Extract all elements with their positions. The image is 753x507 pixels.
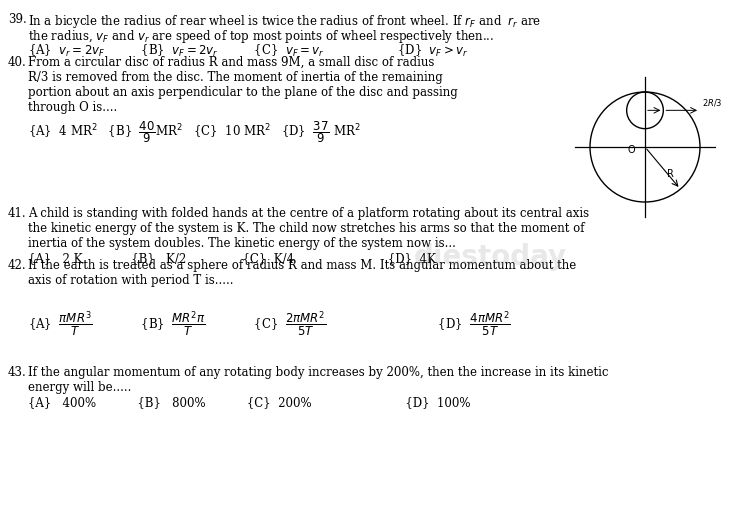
Text: R: R <box>666 169 673 179</box>
Text: inertia of the system doubles. The kinetic energy of the system now is...: inertia of the system doubles. The kinet… <box>28 237 456 250</box>
Text: {A}  $\dfrac{\pi MR^3}{T}$             {B}  $\dfrac{MR^2\pi}{T}$             {C}: {A} $\dfrac{\pi MR^3}{T}$ {B} $\dfrac{MR… <box>28 310 511 339</box>
Text: R/3 is removed from the disc. The moment of inertia of the remaining: R/3 is removed from the disc. The moment… <box>28 71 443 84</box>
Text: $2R/3$: $2R/3$ <box>702 97 723 108</box>
Text: From a circular disc of radius R and mass 9M, a small disc of radius: From a circular disc of radius R and mas… <box>28 56 434 69</box>
Text: 39.: 39. <box>8 13 27 26</box>
Text: diestoday: diestoday <box>413 243 566 271</box>
Text: the kinetic energy of the system is K. The child now stretches his arms so that : the kinetic energy of the system is K. T… <box>28 222 584 235</box>
Text: A child is standing with folded hands at the centre of a platform rotating about: A child is standing with folded hands at… <box>28 207 589 220</box>
Text: 41.: 41. <box>8 207 26 220</box>
Text: O: O <box>627 145 635 155</box>
Text: If the angular momentum of any rotating body increases by 200%, then the increas: If the angular momentum of any rotating … <box>28 366 608 379</box>
Text: 42.: 42. <box>8 259 26 272</box>
Text: 43.: 43. <box>8 366 27 379</box>
Text: {A}   400%           {B}   800%           {C}  200%                         {D} : {A} 400% {B} 800% {C} 200% {D} <box>28 396 471 409</box>
Text: axis of rotation with period T is.....: axis of rotation with period T is..... <box>28 274 233 287</box>
Text: the radius, $v_F$ and $v_r$ are speed of top most points of wheel respectively t: the radius, $v_F$ and $v_r$ are speed of… <box>28 28 494 45</box>
Text: 40.: 40. <box>8 56 27 69</box>
Text: portion about an axis perpendicular to the plane of the disc and passing: portion about an axis perpendicular to t… <box>28 86 458 99</box>
Text: {A}  4 MR$^2$   {B}  $\dfrac{40}{9}$MR$^2$   {C}  10 MR$^2$   {D}  $\dfrac{37}{9: {A} 4 MR$^2$ {B} $\dfrac{40}{9}$MR$^2$ {… <box>28 119 361 144</box>
Text: energy will be.....: energy will be..... <box>28 381 131 394</box>
Text: through O is....: through O is.... <box>28 101 117 114</box>
Text: {A}   2 K             {B}   K/2               {C}  K/4                         {: {A} 2 K {B} K/2 {C} K/4 { <box>28 252 436 265</box>
Text: {A}  $v_r = 2v_F$          {B}  $v_F = 2v_r$          {C}  $v_F = v_r$          : {A} $v_r = 2v_F$ {B} $v_F = 2v_r$ {C} $v… <box>28 43 468 59</box>
Text: If the earth is treated as a sphere of radius R and mass M. Its angular momentum: If the earth is treated as a sphere of r… <box>28 259 576 272</box>
Text: In a bicycle the radius of rear wheel is twice the radius of front wheel. If $r_: In a bicycle the radius of rear wheel is… <box>28 13 541 30</box>
